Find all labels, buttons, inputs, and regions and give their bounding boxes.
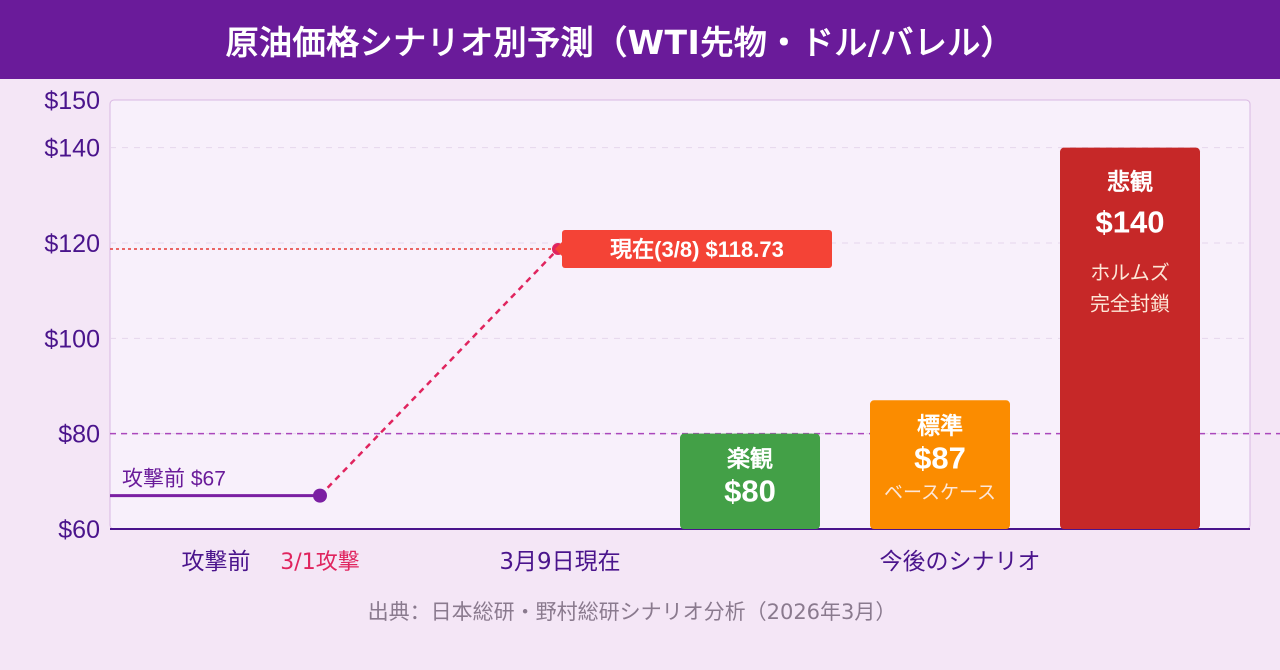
- source-note: 出典：日本総研・野村総研シナリオ分析（2026年3月）: [367, 600, 897, 624]
- x-label-before: 攻撃前: [182, 549, 251, 575]
- x-label-now: 3月9日現在: [499, 549, 620, 575]
- scenario-note: 完全封鎖: [1090, 292, 1170, 316]
- attack-trend-line: [319, 248, 559, 497]
- scenario-bar-1: [680, 433, 820, 529]
- scenario-name: 標準: [917, 412, 963, 439]
- current-price-label: 現在(3/8) $118.73: [610, 237, 784, 262]
- scenario-value-label: $80: [724, 474, 776, 509]
- y-tick-label: $120: [44, 230, 100, 258]
- before-attack-point: [313, 488, 327, 503]
- scenario-note: ベースケース: [884, 481, 996, 503]
- scenario-value-label: $87: [914, 440, 966, 475]
- current-price-badge-pointer: [555, 242, 562, 257]
- y-tick-label: $80: [58, 421, 100, 449]
- scenario-name: 楽観: [727, 446, 773, 473]
- y-tick-label: $150: [44, 87, 100, 115]
- chart-title: 原油価格シナリオ別予測（WTI先物・ドル/バレル）: [0, 0, 1280, 79]
- scenario-bar-2: [870, 400, 1010, 529]
- current-price-badge: [562, 230, 832, 269]
- x-label-future: 今後のシナリオ: [880, 549, 1041, 575]
- scenario-bar-3: [1060, 147, 1200, 529]
- scenario-value-label: $140: [1096, 205, 1165, 240]
- y-tick-label: $60: [58, 516, 100, 544]
- scenario-name: 悲観: [1107, 169, 1153, 196]
- x-label-attack: 3/1攻撃: [280, 550, 359, 575]
- y-tick-label: $140: [44, 135, 100, 163]
- y-tick-label: $100: [44, 325, 100, 353]
- before-attack-label: 攻撃前 $67: [122, 468, 226, 491]
- scenario-note: ホルムズ: [1090, 261, 1170, 285]
